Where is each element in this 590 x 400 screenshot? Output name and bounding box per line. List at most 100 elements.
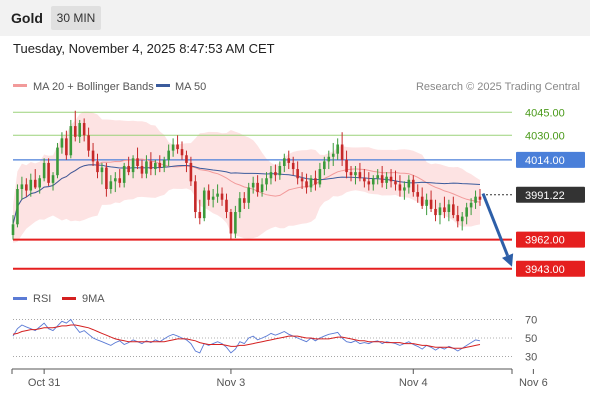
candle-body — [131, 158, 135, 173]
ma20-legend-swatch — [13, 84, 27, 87]
candle-body — [340, 144, 344, 160]
candle-body — [202, 190, 206, 219]
candle — [460, 212, 464, 231]
candle-body — [323, 161, 326, 170]
candle — [305, 173, 308, 194]
level-label: 4030.00 — [525, 130, 565, 142]
candle — [100, 162, 104, 185]
last-price-box — [516, 186, 585, 203]
candle-body — [51, 175, 55, 183]
candle — [385, 172, 388, 189]
candle-body — [478, 196, 482, 200]
candle — [78, 119, 82, 143]
candle-body — [376, 175, 380, 179]
level-label-box — [516, 151, 585, 168]
candle-body — [238, 198, 242, 213]
candle-body — [331, 153, 335, 157]
candle — [207, 184, 210, 206]
candle-body — [394, 181, 397, 185]
candle-body — [242, 198, 246, 203]
candle-body — [42, 162, 46, 179]
candle — [149, 152, 153, 176]
candle-body — [300, 178, 304, 182]
candle-body — [167, 150, 170, 160]
candle-body — [105, 167, 108, 189]
candle-body — [154, 162, 157, 170]
candle-body — [460, 216, 464, 222]
candle-body — [171, 144, 175, 151]
candle — [234, 205, 237, 239]
rsi-tick-label: 50 — [525, 333, 537, 345]
candle — [33, 169, 37, 189]
candle-body — [20, 184, 24, 189]
candle-body — [100, 167, 104, 173]
candle — [162, 156, 166, 173]
x-tick-label: Oct 31 — [28, 377, 60, 389]
candle-body — [336, 144, 339, 154]
candle — [443, 196, 446, 219]
candle — [452, 196, 455, 219]
candle-body — [434, 208, 437, 216]
candle — [456, 205, 460, 228]
candle — [11, 215, 15, 240]
candle — [65, 130, 68, 160]
candle-body — [216, 193, 219, 197]
candle — [105, 162, 108, 197]
candle-body — [78, 123, 82, 137]
candle-body — [283, 158, 286, 166]
candle — [274, 164, 277, 182]
price-legend: MA 20 + Bollinger Bands MA 50 Research ©… — [13, 81, 580, 93]
candle — [474, 190, 477, 209]
candle-body — [314, 178, 317, 185]
timeframe-button[interactable]: 30 MIN — [51, 6, 101, 30]
last-price-label: 3991.22 — [525, 190, 565, 202]
level-label: 4014.00 — [525, 155, 565, 167]
candle-body — [180, 149, 184, 156]
candle-body — [113, 178, 117, 182]
moving-averages — [12, 158, 481, 225]
candle-body — [29, 179, 33, 191]
candle-body — [207, 190, 210, 200]
candle — [91, 142, 95, 166]
candle — [127, 156, 130, 176]
candle-body — [265, 178, 268, 185]
candle — [291, 156, 295, 176]
ma50-line — [12, 164, 481, 225]
candle — [340, 132, 344, 166]
candle — [309, 175, 313, 193]
candle — [438, 202, 442, 225]
candle-body — [420, 196, 424, 206]
candle-body — [189, 162, 193, 182]
candle-body — [96, 161, 99, 173]
candle — [269, 165, 273, 185]
candle — [220, 187, 224, 206]
candle — [331, 142, 335, 166]
rsi-ma-legend-label: 9MA — [82, 293, 105, 305]
candle — [380, 165, 384, 188]
candle — [394, 170, 397, 191]
forecast-arrow-head — [502, 253, 514, 267]
candle — [429, 190, 433, 213]
candle-body — [452, 204, 455, 216]
candle-body — [73, 126, 77, 137]
level-label: 4045.00 — [525, 107, 565, 119]
candle — [314, 170, 317, 191]
candle-body — [176, 144, 179, 150]
x-tick-label: Nov 3 — [217, 377, 246, 389]
candle-body — [251, 182, 255, 188]
candle-body — [380, 175, 384, 183]
candlestick-series — [11, 110, 482, 240]
candle — [323, 156, 326, 176]
candle-body — [269, 172, 273, 179]
candle-body — [474, 196, 477, 203]
rsi-legend-label: RSI — [33, 293, 51, 305]
candle-body — [438, 207, 442, 216]
candle — [42, 158, 46, 182]
candle — [225, 193, 228, 219]
candle-body — [220, 193, 224, 200]
candle — [469, 198, 473, 216]
candle-body — [136, 158, 139, 166]
candle-body — [291, 162, 295, 170]
ma20-legend-label: MA 20 + Bollinger Bands — [33, 81, 154, 93]
candle — [140, 159, 144, 179]
